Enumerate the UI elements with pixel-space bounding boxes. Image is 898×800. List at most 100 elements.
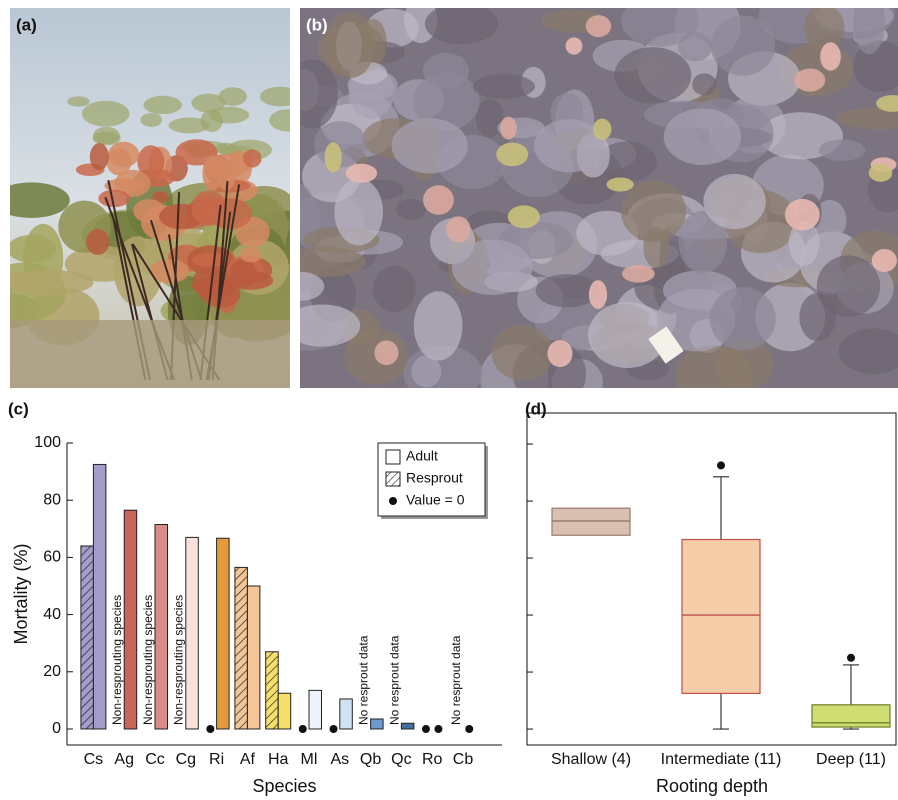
red-foliage xyxy=(191,191,227,226)
zero-dot xyxy=(330,725,338,733)
flowering-shrub xyxy=(566,37,583,54)
bar xyxy=(124,510,137,729)
dead-shrub xyxy=(614,47,691,103)
photo-b xyxy=(269,0,898,411)
box-chart: (d)Rooting depthShallow (4)Intermediate … xyxy=(525,399,896,795)
bar xyxy=(340,699,353,729)
dead-shrub xyxy=(425,3,498,44)
dead-shrub xyxy=(392,118,468,173)
legend-swatch xyxy=(386,472,400,486)
x-tick-label: Ro xyxy=(422,751,443,768)
dead-shrub xyxy=(396,199,426,220)
tree-canopy xyxy=(82,101,130,127)
zero-dot xyxy=(434,725,442,733)
tree-canopy xyxy=(219,87,247,106)
legend-swatch xyxy=(386,450,400,464)
tree-canopy xyxy=(140,113,162,127)
red-foliage xyxy=(243,149,261,167)
bar-note: No resprout data xyxy=(357,635,371,725)
y-tick-label: 60 xyxy=(43,549,61,566)
y-tick-label: 80 xyxy=(43,491,61,508)
x-tick-label: Deep (11) xyxy=(816,751,886,768)
x-tick-label: As xyxy=(330,751,349,768)
flowering-shrub xyxy=(785,199,820,231)
flowering-shrub xyxy=(547,340,572,367)
tree-canopy xyxy=(201,110,223,132)
dead-shrub xyxy=(804,5,844,50)
legend-label: Value = 0 xyxy=(406,492,465,508)
bar-note: No resprout data xyxy=(449,635,463,725)
y-axis-title: Mortality (%) xyxy=(11,543,31,644)
flowering-shrub xyxy=(508,205,540,228)
bar-note: Non-resprouting species xyxy=(172,595,186,725)
dead-shrub xyxy=(621,181,686,242)
panel-label: (a) xyxy=(16,15,37,34)
x-tick-label: Intermediate (11) xyxy=(661,751,782,768)
y-tick-label: 0 xyxy=(52,720,61,737)
bar-note: Non-resprouting species xyxy=(141,595,155,725)
flowering-shrub xyxy=(795,68,826,91)
flowering-shrub xyxy=(374,340,398,365)
zero-dot xyxy=(422,725,430,733)
panel-label: (c) xyxy=(8,399,29,418)
x-tick-label: Ml xyxy=(301,751,318,768)
red-foliage xyxy=(90,143,109,170)
box xyxy=(552,508,630,535)
dead-shrub xyxy=(664,108,741,165)
shrub xyxy=(0,270,93,296)
y-tick-label: 20 xyxy=(43,663,61,680)
panel-label: (d) xyxy=(525,399,547,418)
bar xyxy=(266,652,279,729)
dead-shrub xyxy=(675,345,752,406)
box xyxy=(682,540,760,694)
tree-canopy xyxy=(67,96,89,106)
bar xyxy=(93,464,106,729)
tree-canopy xyxy=(93,127,120,144)
x-tick-label: Cg xyxy=(176,751,196,768)
dead-shrub xyxy=(819,139,865,160)
x-tick-label: Shallow (4) xyxy=(551,751,631,768)
dead-shrub xyxy=(710,287,776,350)
dead-shrub xyxy=(326,11,376,78)
y-tick-label: 100 xyxy=(34,434,61,451)
x-tick-label: Ri xyxy=(209,751,224,768)
dead-shrub xyxy=(473,74,535,99)
dead-shrub xyxy=(711,15,775,75)
bar xyxy=(81,546,94,729)
flowering-shrub xyxy=(589,280,607,309)
flowering-shrub xyxy=(325,142,342,172)
flowering-shrub xyxy=(446,216,470,242)
dead-shrub xyxy=(284,304,360,346)
x-tick-label: Qc xyxy=(391,751,411,768)
x-tick-label: Ha xyxy=(268,751,289,768)
dead-shrub xyxy=(287,184,314,228)
bar xyxy=(309,690,322,729)
x-tick-label: Af xyxy=(240,751,256,768)
dead-shrub xyxy=(334,178,383,245)
bar xyxy=(247,586,260,729)
legend-label: Resprout xyxy=(406,470,463,486)
bar xyxy=(186,537,199,729)
dead-shrub xyxy=(286,59,338,128)
tree-canopy xyxy=(143,96,182,114)
y-tick-label: 40 xyxy=(43,606,61,623)
flowering-shrub xyxy=(423,185,454,215)
box xyxy=(812,705,890,727)
x-axis-title: Species xyxy=(252,776,316,796)
bar xyxy=(235,567,248,729)
bar xyxy=(217,538,230,729)
figure: (a) (b) (c)020406080100Mortality (%)Spec… xyxy=(0,0,898,800)
outlier xyxy=(847,654,855,662)
dead-shrub xyxy=(492,325,554,381)
flowering-shrub xyxy=(500,117,517,140)
dry-grass xyxy=(10,320,290,388)
zero-dot xyxy=(299,725,307,733)
dead-shrub xyxy=(817,255,880,317)
bar xyxy=(278,693,291,729)
x-tick-label: Cs xyxy=(84,751,104,768)
bar xyxy=(371,719,384,729)
x-tick-label: Qb xyxy=(360,751,381,768)
zero-dot xyxy=(465,725,473,733)
flowering-shrub xyxy=(593,119,611,140)
